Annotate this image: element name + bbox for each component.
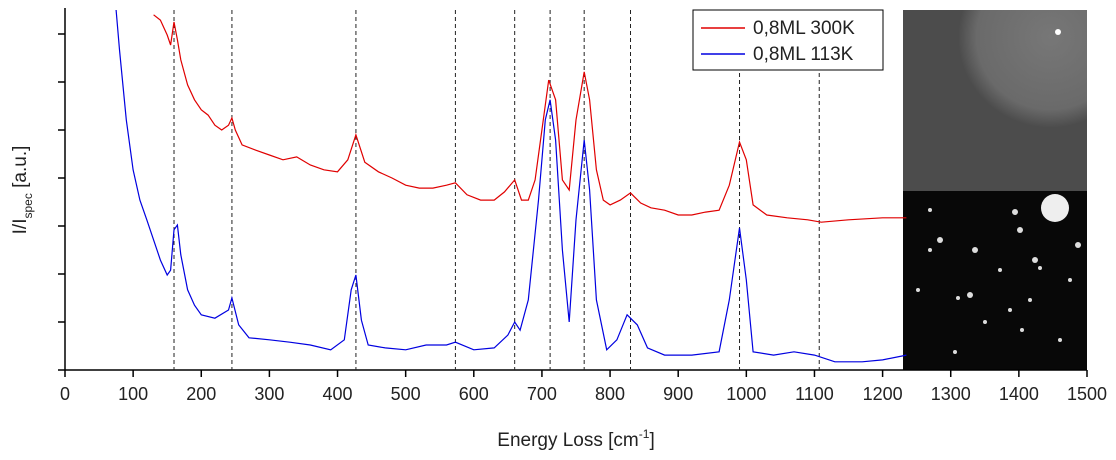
y-label-end: [a.u.] [10, 146, 31, 194]
x-tick-label: 1400 [999, 384, 1039, 404]
series-line [115, 10, 907, 363]
x-tick-label: 100 [118, 384, 148, 404]
x-tick-label: 800 [595, 384, 625, 404]
x-tick-label: 400 [323, 384, 353, 404]
x-tick-label: 200 [186, 384, 216, 404]
legend-label: 0,8ML 300K [753, 18, 855, 39]
legend-label: 0,8ML 113K [753, 44, 854, 65]
inset-image [903, 10, 1087, 370]
x-label-sup: -1 [639, 427, 650, 441]
x-tick-label: 1000 [726, 384, 766, 404]
x-tick-label: 1500 [1067, 384, 1107, 404]
x-axis-label: Energy Loss [cm-1] [497, 427, 654, 451]
x-label-end: ] [649, 430, 654, 451]
x-label-text: Energy Loss [cm [497, 430, 639, 451]
x-tick-label: 300 [254, 384, 284, 404]
x-tick-label: 1300 [931, 384, 971, 404]
legend-box [692, 9, 884, 71]
series-line [153, 14, 907, 223]
x-tick-label: 500 [391, 384, 421, 404]
y-label-sub: spec [21, 193, 35, 218]
x-tick-label: 0 [60, 384, 70, 404]
x-tick-label: 1200 [863, 384, 903, 404]
x-tick-label: 600 [459, 384, 489, 404]
legend: 0,8ML 300K 0,8ML 113K [692, 9, 884, 71]
y-axis-label: I/Ispec [a.u.] [10, 146, 35, 235]
x-tick-label: 900 [663, 384, 693, 404]
y-label-text: I/I [10, 219, 31, 235]
x-tick-label: 700 [527, 384, 557, 404]
x-tick-label: 1100 [795, 384, 834, 404]
